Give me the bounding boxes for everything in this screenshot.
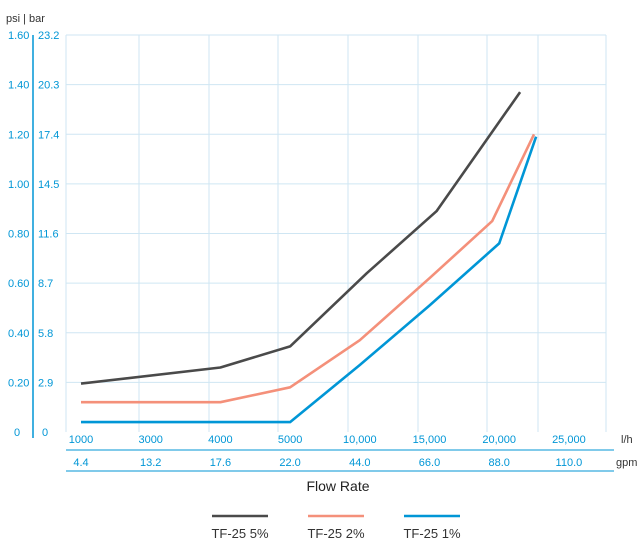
y-tick-label-psi: 1.00 [8,179,29,191]
x-unit-label-lh: l/h [621,434,633,446]
x-tick-label-lh: 20,000 [482,434,516,446]
y-tick-label-psi: 1.60 [8,30,29,42]
x-tick-label-gpm: 88.0 [488,457,509,469]
x-tick-label-lh: 3000 [138,434,162,446]
units-label: psi | bar [6,13,45,25]
y-tick-label-psi: 0.80 [8,229,29,241]
x-tick-label-lh: 25,000 [552,434,586,446]
y-tick-label-psi: 0.60 [8,278,29,290]
x-tick-label-gpm: 13.2 [140,457,161,469]
x-tick-label-lh: 4000 [208,434,232,446]
x-tick-labels: 1000 4.4 3000 13.2 4000 17.6 5000 22.0 10,000 44.… [69,434,638,469]
x-tick-label-gpm: 22.0 [279,457,300,469]
x-tick-label-gpm: 4.4 [73,457,88,469]
x-tick-label-gpm: 44.0 [349,457,370,469]
y-tick-label-bar: 11.6 [38,229,59,241]
y-tick-label-bar: 5.8 [38,328,53,340]
legend-label-1: TF-25 5% [211,526,269,541]
y-tick-label-bar: 14.5 [38,179,59,191]
y-tick-label-psi: 0.40 [8,328,29,340]
legend-label-2: TF-25 2% [307,526,365,541]
series-lines [80,91,538,424]
y-tick-label-bar: 20.3 [38,80,59,92]
x-axis-label: Flow Rate [306,478,369,494]
y-tick-label-bar: 0 [42,427,48,439]
y-tick-label-psi: 0 [14,427,20,439]
y-tick-label-bar: 8.7 [38,278,53,290]
y-tick-label-bar: 17.4 [38,129,59,141]
series-line-1 [80,91,522,385]
x-tick-label-lh: 15,000 [413,434,447,446]
y-tick-labels: 0 0 0.20 2.9 0.40 5.8 0.60 8.7 0.80 11.6 1.00 14.5 1… [8,30,59,439]
x-tick-label-lh: 5000 [278,434,302,446]
x-tick-label-lh: 10,000 [343,434,377,446]
legend-label-3: TF-25 1% [403,526,461,541]
grid-lines [65,34,607,432]
legend: TF-25 5% TF-25 2% TF-25 1% [211,514,461,541]
axes [32,35,614,472]
series-line-3 [81,136,538,424]
series-line-2 [81,133,536,404]
y-tick-label-bar: 23.2 [38,30,59,42]
y-tick-label-psi: 1.40 [8,80,29,92]
y-tick-label-bar: 2.9 [38,377,53,389]
y-tick-label-psi: 0.20 [8,377,29,389]
x-unit-label-gpm: gpm [616,457,637,469]
x-tick-label-gpm: 110.0 [556,457,583,469]
x-tick-label-lh: 1000 [69,434,93,446]
x-tick-label-gpm: 66.0 [419,457,440,469]
y-tick-label-psi: 1.20 [8,129,29,141]
x-tick-label-gpm: 17.6 [210,457,231,469]
